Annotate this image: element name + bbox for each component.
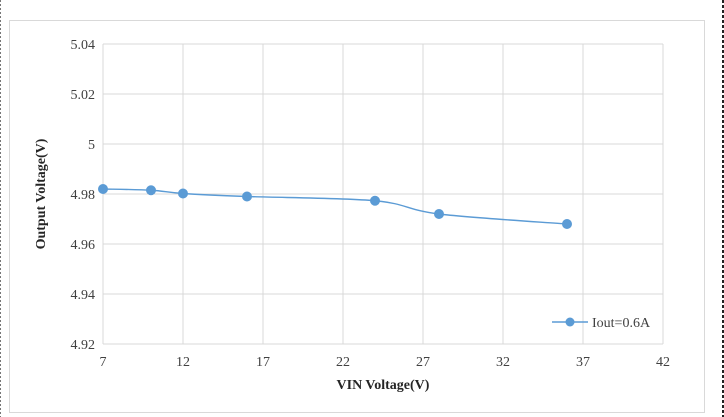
page-edge-right — [722, 0, 724, 417]
legend: Iout=0.6A — [552, 316, 651, 331]
data-point — [434, 209, 444, 219]
y-tick-label: 4.92 — [71, 338, 96, 353]
y-axis-title: Output Voltage(V) — [34, 138, 49, 249]
y-tick-label: 4.96 — [71, 238, 96, 253]
data-point — [370, 195, 380, 206]
x-tick-label: 12 — [176, 355, 190, 370]
data-point — [242, 191, 252, 202]
chart-frame: 4.92 4.94 4.96 4.98 5 5.02 5.04 7 12 17 22 27 32 37 4… — [9, 20, 705, 413]
x-axis-title: VIN Voltage(V) — [337, 378, 430, 393]
page-edge-left — [0, 0, 1, 417]
legend-label: Iout=0.6A — [592, 316, 651, 331]
x-tick-label: 32 — [496, 355, 510, 370]
x-tick-label: 37 — [576, 355, 590, 370]
data-point — [98, 184, 108, 194]
data-point — [178, 188, 188, 199]
x-tick-labels: 7 12 17 22 27 32 37 42 — [100, 355, 671, 370]
y-tick-label: 5.04 — [71, 38, 96, 53]
x-tick-label: 7 — [100, 355, 107, 370]
data-point — [562, 219, 572, 229]
x-tick-label: 17 — [256, 355, 270, 370]
legend-marker — [565, 317, 575, 327]
gridlines — [102, 43, 664, 345]
data-point — [146, 185, 156, 196]
y-tick-labels: 4.92 4.94 4.96 4.98 5 5.02 5.04 — [71, 38, 96, 353]
x-tick-label: 42 — [656, 355, 670, 370]
y-tick-label: 5 — [88, 138, 95, 153]
x-tick-label: 27 — [416, 355, 430, 370]
line-chart: 4.92 4.94 4.96 4.98 5 5.02 5.04 7 12 17 22 27 32 37 4… — [34, 38, 671, 393]
y-tick-label: 4.94 — [71, 288, 96, 303]
series-layer — [98, 184, 572, 229]
y-tick-label: 4.98 — [71, 188, 96, 203]
y-tick-label: 5.02 — [71, 88, 96, 103]
x-tick-label: 22 — [336, 355, 350, 370]
